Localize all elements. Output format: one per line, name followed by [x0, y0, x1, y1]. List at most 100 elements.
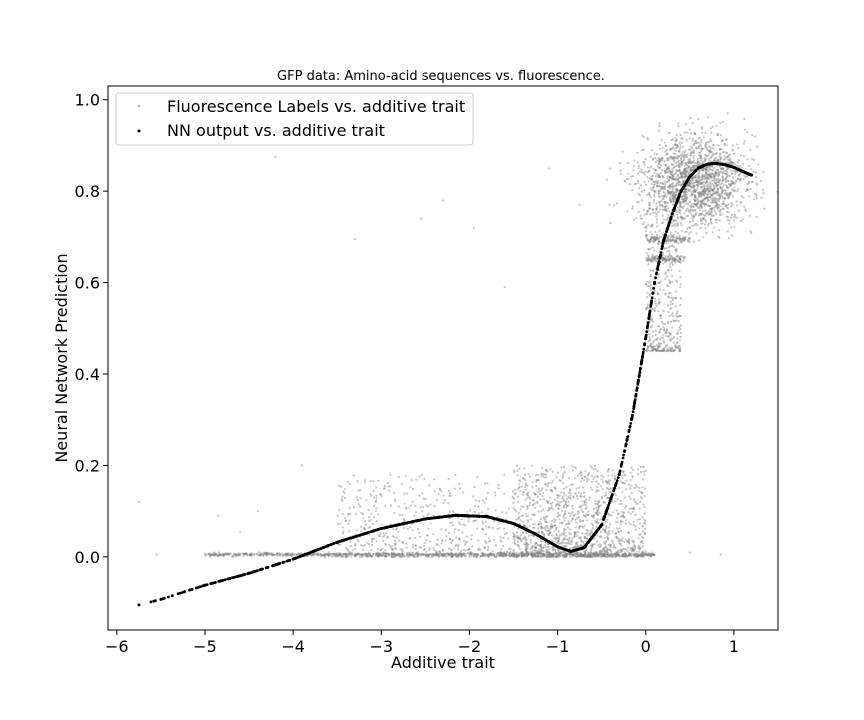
fluorescence-point	[582, 486, 585, 489]
fluorescence-point	[718, 228, 721, 232]
fluorescence-point	[694, 141, 697, 144]
fluorescence-point	[740, 166, 743, 169]
fluorescence-point	[650, 196, 653, 199]
fluorescence-point	[714, 211, 717, 214]
fluorescence-point	[752, 198, 756, 201]
fluorescence-point	[339, 552, 342, 555]
fluorescence-point	[738, 164, 741, 168]
fluorescence-point	[635, 217, 638, 220]
fluorescence-point	[731, 188, 734, 191]
fluorescence-point	[607, 531, 610, 534]
fluorescence-point	[422, 497, 425, 500]
fluorescence-point	[607, 552, 610, 555]
fluorescence-point	[524, 549, 528, 552]
fluorescence-point	[565, 545, 568, 548]
fluorescence-point	[689, 206, 692, 210]
fluorescence-point	[518, 486, 521, 489]
fluorescence-point	[214, 553, 217, 556]
fluorescence-point	[670, 337, 673, 340]
fluorescence-point	[751, 134, 754, 137]
fluorescence-point	[633, 552, 636, 555]
fluorescence-point	[432, 553, 435, 556]
fluorescence-point	[279, 553, 282, 556]
fluorescence-point	[682, 205, 686, 208]
fluorescence-point	[706, 186, 709, 189]
fluorescence-point	[606, 552, 609, 556]
fluorescence-point	[700, 187, 703, 190]
fluorescence-point	[651, 551, 654, 554]
fluorescence-point	[629, 478, 632, 482]
fluorescence-point	[654, 161, 657, 164]
fluorescence-point	[617, 554, 620, 557]
fluorescence-point	[364, 553, 368, 556]
fluorescence-point	[567, 500, 570, 503]
fluorescence-point	[558, 521, 561, 525]
fluorescence-point	[291, 552, 294, 556]
fluorescence-point	[680, 141, 683, 144]
fluorescence-point	[472, 495, 475, 498]
fluorescence-point	[572, 553, 575, 557]
fluorescence-point	[365, 554, 368, 557]
fluorescence-point	[737, 159, 741, 162]
fluorescence-point	[687, 232, 691, 235]
fluorescence-point	[735, 179, 738, 182]
fluorescence-point	[423, 548, 426, 551]
fluorescence-point	[553, 552, 556, 555]
fluorescence-point	[611, 530, 614, 533]
fluorescence-point	[531, 504, 535, 507]
fluorescence-point	[515, 555, 518, 558]
fluorescence-point	[419, 553, 422, 556]
fluorescence-point	[562, 544, 565, 547]
fluorescence-point	[710, 151, 714, 154]
fluorescence-point	[605, 178, 608, 181]
fluorescence-point	[606, 535, 609, 538]
fluorescence-point	[560, 500, 563, 503]
fluorescence-point	[579, 520, 582, 523]
fluorescence-point	[739, 179, 742, 182]
fluorescence-point	[693, 199, 697, 203]
fluorescence-point	[569, 528, 572, 531]
fluorescence-point	[634, 528, 637, 531]
fluorescence-point	[715, 151, 718, 154]
fluorescence-point	[638, 507, 641, 510]
fluorescence-point	[398, 514, 401, 517]
fluorescence-point	[714, 165, 717, 168]
fluorescence-point	[287, 554, 291, 557]
fluorescence-point	[722, 184, 726, 187]
fluorescence-point	[616, 551, 619, 554]
fluorescence-point	[549, 488, 552, 491]
fluorescence-point	[690, 161, 693, 164]
fluorescence-point	[665, 159, 669, 162]
fluorescence-point	[327, 555, 330, 558]
fluorescence-point	[652, 201, 655, 204]
fluorescence-point	[448, 492, 452, 495]
fluorescence-point	[650, 178, 653, 181]
fluorescence-point	[332, 554, 335, 557]
fluorescence-point	[693, 132, 696, 135]
fluorescence-point	[230, 555, 233, 558]
fluorescence-point	[393, 536, 396, 539]
fluorescence-point	[621, 474, 624, 477]
fluorescence-point	[468, 517, 471, 520]
fluorescence-point	[499, 551, 502, 554]
fluorescence-point	[244, 552, 247, 555]
fluorescence-point	[745, 175, 749, 178]
fluorescence-point	[424, 554, 427, 557]
fluorescence-point	[583, 479, 586, 482]
fluorescence-point	[625, 488, 628, 491]
fluorescence-point	[726, 112, 729, 115]
fluorescence-point	[356, 553, 359, 556]
fluorescence-point	[688, 226, 691, 229]
fluorescence-point	[504, 533, 507, 536]
fluorescence-point	[711, 125, 715, 128]
fluorescence-point	[655, 153, 659, 156]
fluorescence-point	[714, 204, 718, 207]
fluorescence-point	[600, 478, 603, 481]
fluorescence-point	[389, 554, 392, 557]
fluorescence-point	[580, 477, 584, 480]
fluorescence-point	[600, 497, 604, 500]
fluorescence-point	[503, 492, 506, 495]
fluorescence-point	[697, 194, 701, 197]
fluorescence-point	[683, 212, 686, 215]
fluorescence-point	[576, 553, 579, 556]
